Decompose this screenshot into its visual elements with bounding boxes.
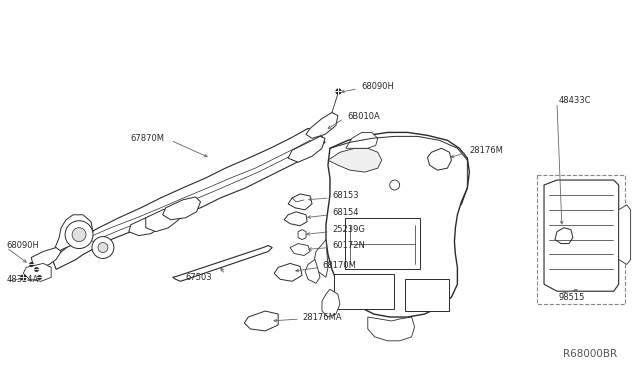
Polygon shape [306,113,338,138]
Polygon shape [274,263,302,281]
Bar [334,274,394,309]
Circle shape [390,180,399,190]
Text: 98515: 98515 [559,293,586,302]
Text: 6B010A: 6B010A [347,112,380,121]
Polygon shape [284,212,307,226]
Text: 67870M: 67870M [131,134,165,143]
Polygon shape [146,206,180,232]
Polygon shape [31,247,61,267]
Circle shape [65,221,93,248]
Polygon shape [544,180,619,291]
Polygon shape [88,140,312,241]
Text: 68154: 68154 [332,208,358,217]
Polygon shape [326,132,469,317]
Polygon shape [368,317,415,341]
Bar [404,279,449,311]
Polygon shape [129,214,163,235]
Text: 48324A: 48324A [6,275,38,284]
Polygon shape [346,132,378,148]
Polygon shape [23,263,51,281]
Polygon shape [163,197,200,220]
Polygon shape [51,215,93,254]
Text: 68153: 68153 [332,192,358,201]
Polygon shape [173,246,272,281]
Text: 68090H: 68090H [362,82,395,91]
Circle shape [92,237,114,259]
Text: 60172N: 60172N [332,241,365,250]
Polygon shape [298,230,306,240]
Bar [345,218,420,269]
Polygon shape [290,244,310,256]
Text: R68000BR: R68000BR [563,349,617,359]
Polygon shape [305,259,320,283]
Text: 48433C: 48433C [559,96,591,105]
Circle shape [98,243,108,253]
Text: 68170M: 68170M [322,261,356,270]
Polygon shape [244,311,278,331]
Polygon shape [328,148,381,172]
Polygon shape [53,128,325,269]
Polygon shape [428,148,451,170]
Polygon shape [288,194,312,210]
Polygon shape [314,240,328,277]
Circle shape [72,228,86,241]
Polygon shape [555,228,573,244]
Polygon shape [322,289,340,317]
Polygon shape [619,205,630,264]
Bar [537,175,625,304]
Text: 25239G: 25239G [332,225,365,234]
Text: 28176MA: 28176MA [302,312,342,321]
Text: 68090H: 68090H [6,241,39,250]
Text: 28176M: 28176M [469,146,503,155]
Text: 67503: 67503 [186,273,212,282]
Polygon shape [288,137,325,162]
